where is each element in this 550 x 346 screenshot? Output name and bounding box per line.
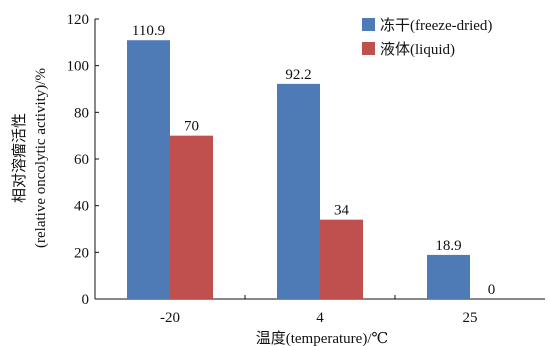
y-tick-label: 40: [74, 199, 89, 215]
x-tick-label: 25: [463, 310, 478, 326]
x-tick-label: -20: [160, 310, 180, 326]
bar: [127, 40, 170, 299]
legend: 冻干(freeze-dried) 液体(liquid): [362, 16, 492, 58]
bar: [427, 254, 470, 299]
y-tick-label: 80: [74, 105, 89, 121]
legend-label-freeze-dried: 冻干(freeze-dried): [380, 16, 492, 34]
y-axis-title-line-1: 相对溶瘤活性: [11, 113, 28, 203]
data-label: 18.9: [435, 238, 461, 254]
legend-swatch-freeze-dried: [362, 18, 375, 31]
y-tick-label: 20: [74, 245, 89, 261]
axes: 0 20 40 60 80 100 120 -20 4 25: [67, 12, 545, 326]
data-label: 92.2: [285, 67, 311, 83]
x-axis-title: 温度(temperature)/℃: [256, 330, 389, 346]
data-label: 0: [488, 282, 496, 298]
y-tick-label: 60: [74, 152, 89, 168]
data-label: 110.9: [132, 23, 165, 39]
legend-label-liquid: 液体(liquid): [380, 41, 455, 58]
bars: [127, 40, 470, 299]
data-labels: 110.9 92.2 18.9 70 34 0: [132, 23, 495, 298]
legend-swatch-liquid: [362, 42, 375, 55]
y-axis-title-line-2: (relative oncolytic activity)/%: [33, 68, 49, 248]
y-tick-label: 120: [67, 12, 90, 28]
bar: [277, 83, 320, 299]
data-label: 34: [334, 203, 350, 219]
y-axis-title: 相对溶瘤活性 (relative oncolytic activity)/%: [11, 68, 49, 248]
x-tick-label: 4: [316, 310, 324, 326]
bar: [320, 219, 363, 299]
y-tick-label: 0: [82, 292, 90, 308]
y-tick-label: 100: [67, 59, 90, 75]
bar: [170, 135, 213, 299]
data-label: 70: [184, 119, 199, 135]
